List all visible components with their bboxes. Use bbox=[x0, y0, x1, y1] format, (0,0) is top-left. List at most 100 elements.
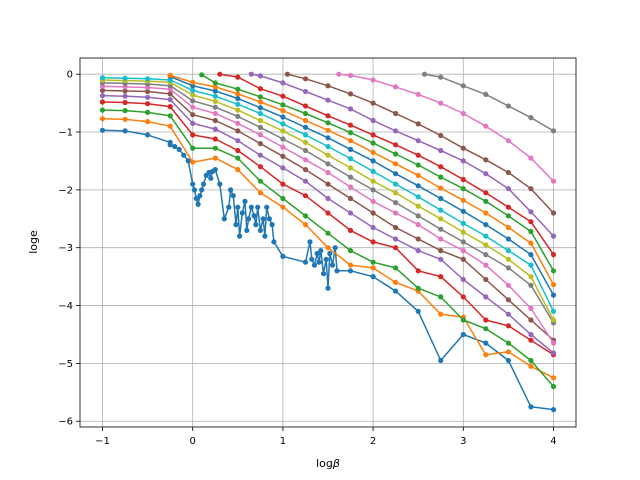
series-7 bbox=[99, 80, 557, 326]
data-point bbox=[302, 88, 309, 95]
data-point bbox=[460, 208, 466, 214]
data-point bbox=[235, 138, 241, 144]
data-point bbox=[550, 340, 557, 346]
data-point bbox=[415, 308, 421, 314]
data-point bbox=[505, 256, 511, 262]
data-point bbox=[438, 216, 444, 222]
data-point bbox=[325, 230, 331, 236]
data-point bbox=[302, 76, 309, 82]
y-tick-label: −3 bbox=[58, 243, 73, 254]
data-point bbox=[550, 233, 557, 239]
data-point bbox=[235, 120, 241, 126]
data-point bbox=[550, 308, 557, 314]
data-point bbox=[438, 207, 444, 213]
data-point bbox=[438, 236, 444, 242]
data-point bbox=[325, 245, 331, 251]
data-point bbox=[483, 352, 489, 358]
data-point bbox=[99, 116, 106, 122]
data-point bbox=[438, 226, 444, 232]
series-4 bbox=[99, 93, 557, 356]
data-point bbox=[505, 186, 511, 192]
data-point bbox=[550, 350, 557, 356]
data-point bbox=[257, 99, 263, 105]
data-point bbox=[483, 171, 489, 177]
data-point bbox=[172, 143, 178, 150]
data-point bbox=[167, 97, 173, 103]
data-point bbox=[550, 282, 557, 288]
data-point bbox=[280, 136, 286, 142]
data-point bbox=[280, 204, 286, 210]
data-point bbox=[347, 156, 354, 162]
data-point bbox=[257, 190, 263, 196]
data-point bbox=[280, 153, 286, 159]
data-point bbox=[460, 248, 466, 254]
data-point bbox=[460, 256, 466, 262]
data-point bbox=[280, 114, 286, 120]
data-point bbox=[235, 95, 241, 102]
data-point bbox=[528, 404, 534, 410]
data-point bbox=[460, 276, 466, 283]
data-point bbox=[122, 99, 128, 106]
data-point bbox=[347, 146, 354, 152]
data-point bbox=[191, 187, 198, 193]
data-point bbox=[212, 80, 218, 86]
data-point bbox=[235, 101, 241, 107]
data-point bbox=[311, 262, 318, 268]
data-point bbox=[438, 357, 444, 364]
data-point bbox=[212, 155, 218, 161]
data-point bbox=[415, 203, 421, 209]
data-point bbox=[393, 128, 399, 134]
data-point bbox=[438, 164, 444, 170]
data-point bbox=[325, 152, 331, 158]
data-point bbox=[505, 169, 511, 176]
data-point bbox=[505, 213, 511, 219]
data-point bbox=[280, 181, 286, 187]
data-point bbox=[483, 190, 489, 196]
data-point bbox=[244, 227, 250, 233]
data-point bbox=[505, 323, 511, 329]
data-point bbox=[370, 117, 376, 124]
data-point bbox=[246, 216, 252, 222]
data-point bbox=[325, 120, 331, 126]
y-tick-label: −4 bbox=[58, 301, 73, 312]
data-point bbox=[483, 210, 489, 216]
data-point bbox=[185, 158, 191, 164]
data-point bbox=[208, 175, 214, 181]
data-point bbox=[217, 181, 223, 187]
series-16 bbox=[336, 71, 557, 184]
data-point bbox=[347, 106, 354, 112]
y-tick-label: −6 bbox=[58, 417, 73, 428]
data-point bbox=[460, 176, 466, 183]
x-tick-label: −1 bbox=[95, 436, 110, 447]
data-point bbox=[528, 337, 534, 343]
data-point bbox=[122, 75, 128, 81]
data-point bbox=[505, 204, 511, 210]
data-point bbox=[122, 108, 128, 114]
ticks: −1 0 1 2 3 4 0 −1 −2 −3 −4 −5 −6 bbox=[58, 70, 556, 447]
data-point bbox=[415, 194, 421, 200]
data-point bbox=[550, 407, 557, 413]
data-point bbox=[393, 161, 399, 167]
data-point bbox=[167, 72, 173, 78]
data-point bbox=[505, 103, 511, 109]
data-point bbox=[212, 93, 218, 99]
data-point bbox=[460, 197, 466, 203]
data-point bbox=[195, 201, 201, 207]
data-point bbox=[233, 222, 239, 228]
data-point bbox=[528, 357, 534, 364]
data-point bbox=[99, 87, 106, 93]
data-point bbox=[528, 209, 534, 215]
data-point bbox=[347, 262, 354, 268]
data-point bbox=[438, 294, 444, 300]
data-point bbox=[257, 86, 263, 92]
data-point bbox=[212, 167, 218, 173]
data-point bbox=[302, 117, 309, 124]
data-point bbox=[280, 165, 286, 171]
data-point bbox=[235, 113, 241, 119]
data-point bbox=[260, 216, 266, 222]
data-point bbox=[483, 198, 489, 204]
data-point bbox=[212, 88, 218, 94]
data-point bbox=[438, 100, 444, 106]
data-point bbox=[217, 71, 223, 77]
